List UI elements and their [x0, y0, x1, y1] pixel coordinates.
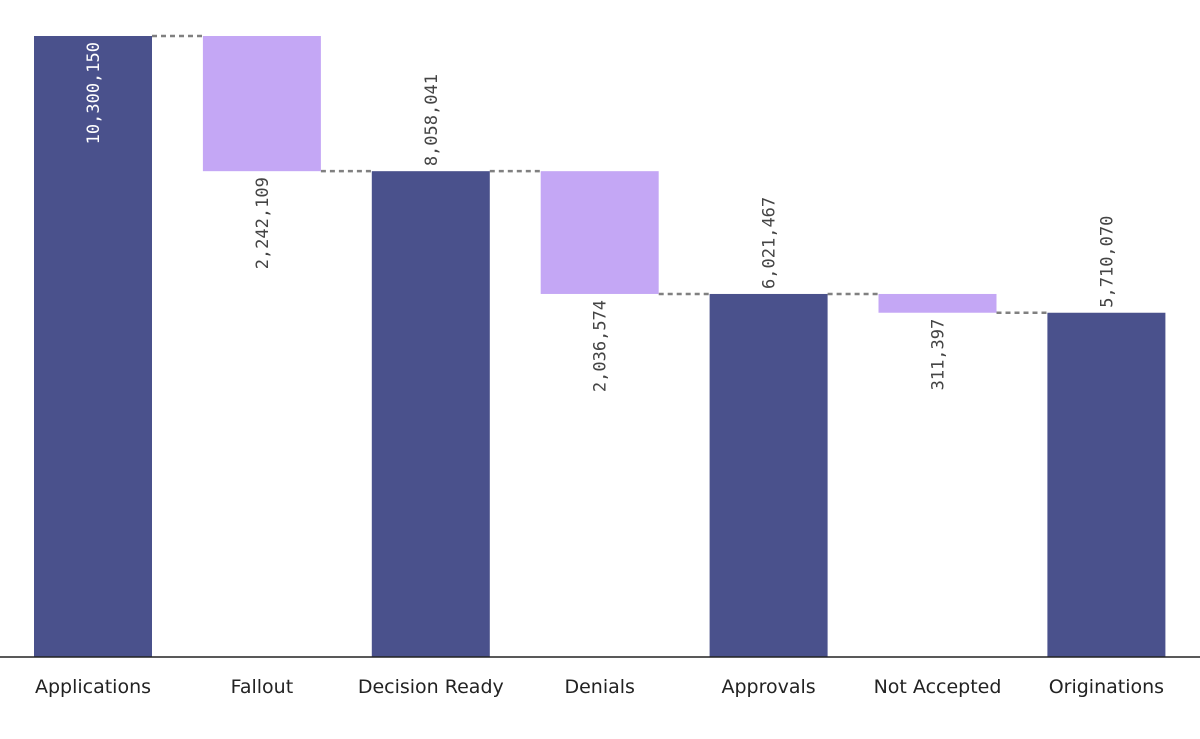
category-label-fallout: Fallout [231, 676, 294, 698]
bar-fallout [202, 36, 321, 172]
value-label-originations: 5,710,070 [1097, 216, 1117, 308]
value-label-denials: 2,036,574 [591, 300, 611, 392]
bar-originations [1047, 312, 1166, 657]
value-label-decision-ready: 8,058,041 [422, 74, 442, 166]
category-labels-group: Applications Fallout Decision Ready Denials… [35, 676, 1164, 698]
category-label-denials: Denials [564, 676, 634, 698]
bar-not-accepted [878, 293, 997, 313]
bar-denials [540, 171, 659, 294]
value-label-fallout: 2,242,109 [253, 177, 273, 269]
bar-approvals [709, 293, 828, 657]
category-label-approvals: Approvals [721, 676, 815, 698]
value-labels-group: 10,300,150 2,242,109 8,058,041 2,036,574 6,0… [84, 42, 1117, 392]
bar-applications [34, 36, 152, 657]
value-label-not-accepted: 311,397 [929, 319, 949, 391]
category-label-decision-ready: Decision Ready [358, 676, 504, 698]
category-label-originations: Originations [1049, 676, 1164, 698]
bars-group [34, 36, 1166, 657]
bar-decision-ready [371, 171, 490, 657]
category-label-not-accepted: Not Accepted [874, 676, 1002, 698]
value-label-applications: 10,300,150 [84, 42, 104, 144]
value-label-approvals: 6,021,467 [760, 197, 780, 289]
category-label-applications: Applications [35, 676, 151, 698]
